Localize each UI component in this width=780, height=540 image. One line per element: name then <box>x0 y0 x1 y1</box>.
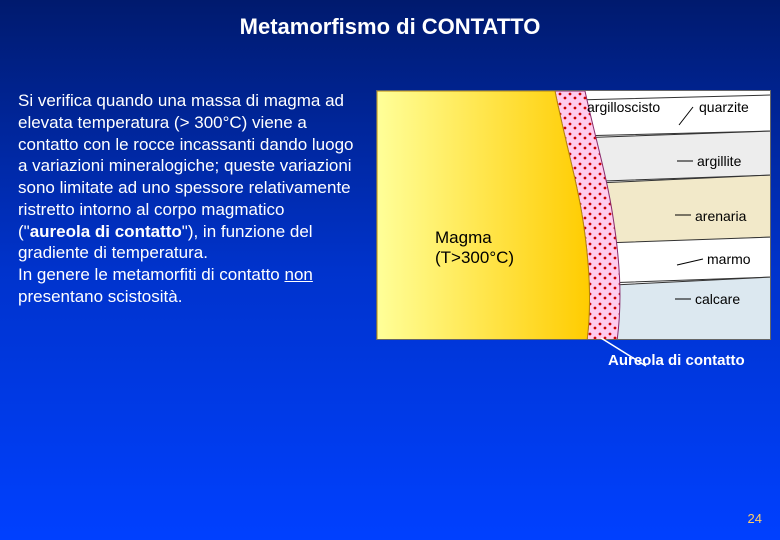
diagram-container: Magma(T>300°C) argilloscisto quarzite argi… <box>376 90 771 340</box>
content-row: Si verifica quando una massa di magma ad… <box>0 90 780 340</box>
label-marmo: marmo <box>707 251 751 267</box>
slide-title: Metamorfismo di CONTATTO <box>0 0 780 40</box>
magma-label: Magma(T>300°C) <box>435 228 514 269</box>
magma-body <box>377 91 590 340</box>
label-quarzite: quarzite <box>699 99 749 115</box>
body-text: Si verifica quando una massa di magma ad… <box>18 90 358 340</box>
label-arenaria: arenaria <box>695 208 746 224</box>
label-calcare: calcare <box>695 291 740 307</box>
label-argillite: argillite <box>697 153 741 169</box>
label-argilloscisto: argilloscisto <box>587 99 660 115</box>
aureola-annotation: Aureola di contatto <box>608 352 745 369</box>
page-number: 24 <box>748 511 762 526</box>
contact-metamorphism-diagram: Magma(T>300°C) argilloscisto quarzite argi… <box>376 90 771 340</box>
